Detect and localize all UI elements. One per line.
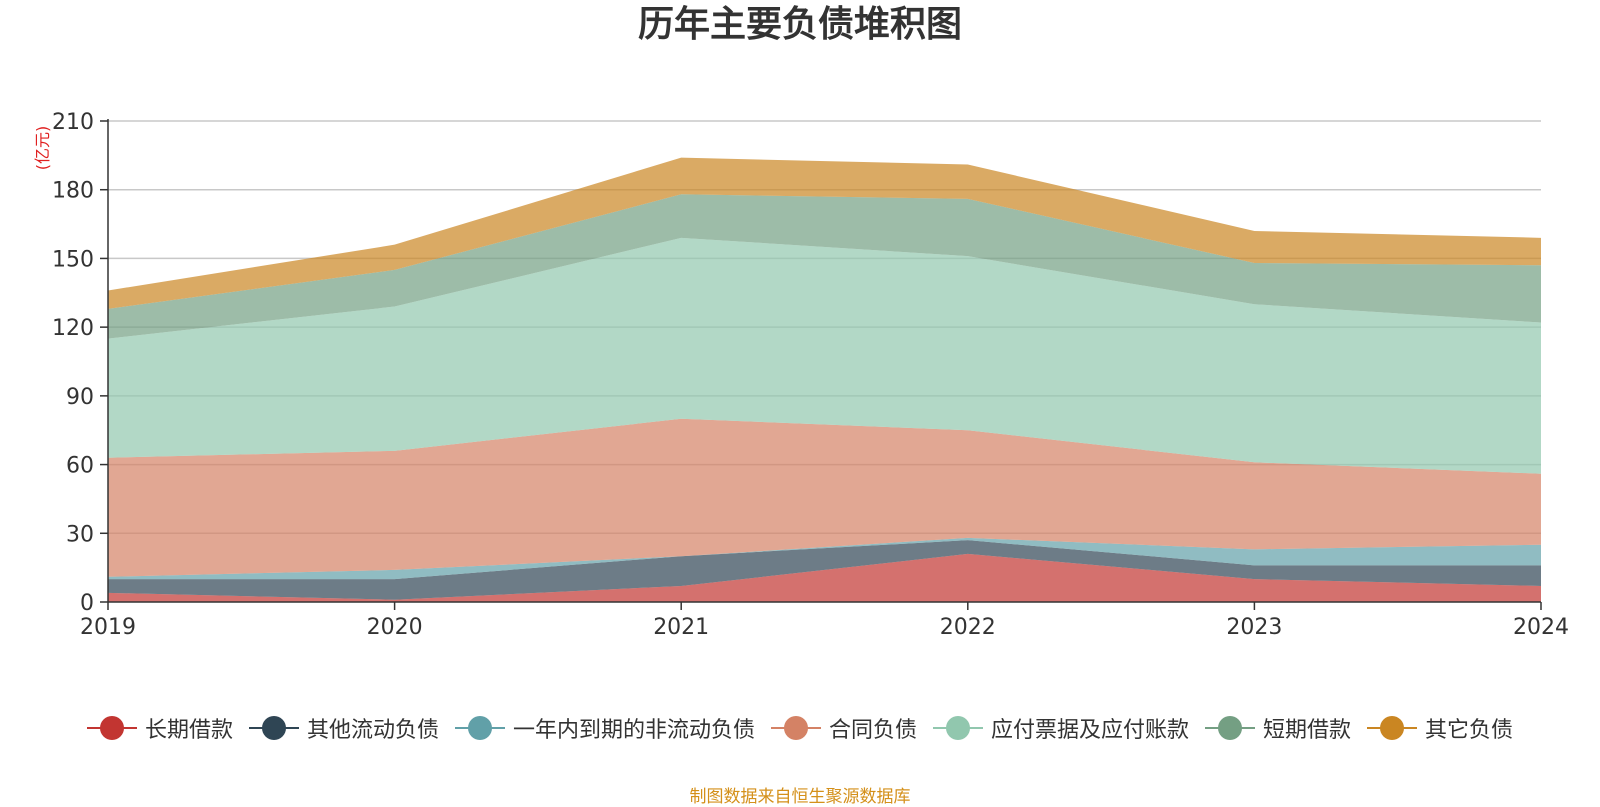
legend-label: 一年内到期的非流动负债 bbox=[512, 718, 755, 743]
legend-marker-dot bbox=[783, 716, 808, 740]
area-series-应付票据及应付账款 bbox=[108, 237, 1541, 474]
legend-marker-icon bbox=[1205, 716, 1256, 740]
area-series-短期借款 bbox=[108, 194, 1541, 339]
legend-marker-icon bbox=[86, 716, 137, 740]
legend-marker-dot bbox=[261, 716, 286, 740]
legend-marker-dot bbox=[1218, 716, 1243, 740]
y-tick-label: 150 bbox=[52, 247, 94, 272]
area-series-其它负债 bbox=[108, 157, 1541, 309]
y-tick-label: 120 bbox=[52, 316, 94, 341]
legend-label: 其它负债 bbox=[1425, 718, 1514, 743]
y-tick-label: 90 bbox=[66, 385, 94, 410]
area-series-合同负债 bbox=[108, 418, 1541, 577]
source-note: 制图数据来自恒生聚源数据库 bbox=[689, 787, 911, 807]
y-axis-unit-label: (亿元) bbox=[33, 126, 52, 171]
x-tick-label: 2021 bbox=[653, 615, 709, 640]
legend-marker-icon bbox=[248, 716, 299, 740]
legend-marker-dot bbox=[946, 716, 970, 740]
legend-item[interactable]: 短期借款 bbox=[1205, 712, 1351, 744]
legend-marker-icon bbox=[454, 716, 505, 740]
legend-marker-icon bbox=[1367, 716, 1418, 740]
chart-title: 历年主要负债堆积图 bbox=[637, 4, 962, 45]
legend-marker-icon bbox=[933, 716, 983, 740]
legend-item[interactable]: 合同负债 bbox=[770, 712, 917, 744]
x-tick-label: 2024 bbox=[1513, 615, 1569, 640]
y-tick-label: 30 bbox=[66, 522, 94, 547]
legend-item[interactable]: 其他流动负债 bbox=[248, 712, 439, 744]
legend-marker-icon bbox=[770, 716, 821, 740]
legend-marker-dot bbox=[99, 716, 124, 740]
x-tick-label: 2023 bbox=[1226, 615, 1282, 640]
legend-item[interactable]: 其它负债 bbox=[1367, 712, 1513, 744]
legend-item[interactable]: 一年内到期的非流动负债 bbox=[454, 712, 755, 744]
area-series-其他流动负债 bbox=[108, 540, 1541, 600]
y-tick-label: 210 bbox=[52, 110, 94, 135]
x-tick-label: 2019 bbox=[80, 615, 136, 640]
legend-label: 其他流动负债 bbox=[306, 718, 439, 743]
legend-label: 合同负债 bbox=[828, 718, 917, 743]
x-tick-label: 2020 bbox=[367, 615, 423, 640]
axis-layer: 0 30 60 90 120 150 180 210 2019 2020 2021 2022 2023 2… bbox=[52, 110, 1569, 640]
legend-marker-dot bbox=[1380, 716, 1405, 740]
legend-label: 短期借款 bbox=[1263, 718, 1352, 743]
legend-item[interactable]: 长期借款 bbox=[86, 712, 233, 744]
legend-label: 应付票据及应付账款 bbox=[991, 718, 1190, 743]
y-tick-label: 180 bbox=[52, 179, 94, 204]
legend-marker-dot bbox=[467, 716, 492, 740]
legend: 长期借款 其他流动负债 一年内到期的非流动负债 合同负债 应付票据及应付账款 短期借款 其它… bbox=[0, 712, 1600, 744]
y-tick-label: 60 bbox=[66, 454, 94, 479]
area-layer bbox=[108, 157, 1541, 602]
y-tick-label: 0 bbox=[80, 591, 94, 616]
legend-label: 长期借款 bbox=[144, 718, 233, 743]
area-series-一年内到期的非流动负债 bbox=[108, 537, 1541, 580]
x-tick-label: 2022 bbox=[940, 615, 996, 640]
legend-item[interactable]: 应付票据及应付账款 bbox=[933, 712, 1189, 744]
area-series-长期借款 bbox=[108, 553, 1541, 602]
